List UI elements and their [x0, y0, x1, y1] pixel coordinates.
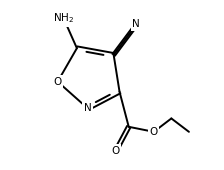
- Text: O: O: [54, 77, 62, 87]
- Text: N: N: [84, 103, 92, 113]
- Text: N: N: [132, 19, 140, 29]
- Text: NH$_2$: NH$_2$: [53, 11, 74, 25]
- Text: O: O: [111, 146, 119, 156]
- Text: O: O: [150, 127, 158, 137]
